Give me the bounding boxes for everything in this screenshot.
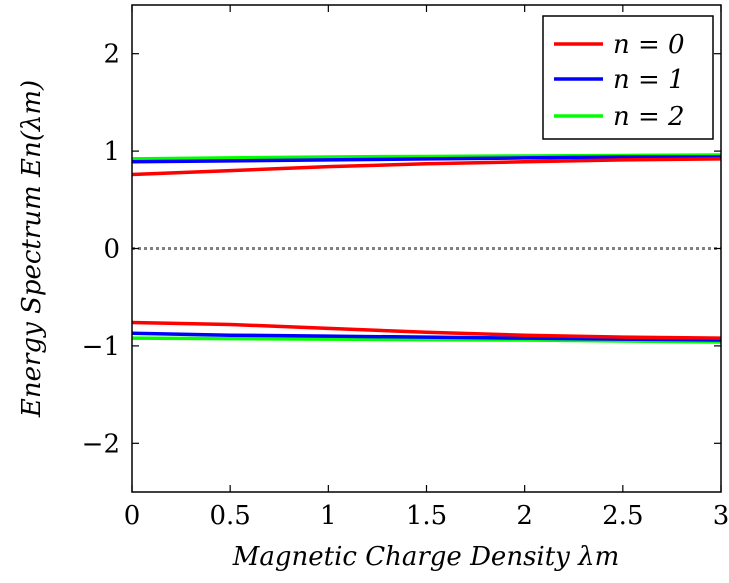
y-tick-label: 2 (103, 40, 120, 70)
legend: n = 0 n = 1 n = 2 (542, 15, 714, 140)
y-tick-label: 0 (103, 235, 120, 265)
y-tick-label: −2 (82, 429, 120, 459)
series-line-n1-positive (131, 155, 721, 164)
x-axis-title: Magnetic Charge Density λm (232, 542, 620, 572)
x-tick-label: 3 (713, 501, 729, 531)
legend-label-n2: n = 2 (613, 102, 685, 132)
x-tick-label: 0.5 (209, 501, 250, 531)
legend-label-n1: n = 1 (613, 65, 685, 95)
y-axis-title: Energy Spectrum En(λm) (17, 80, 47, 418)
series-line-n2-negative (131, 336, 722, 344)
y-tick-label: 1 (103, 137, 120, 167)
legend-label-n0: n = 0 (613, 30, 685, 60)
x-tick-label: 2 (516, 501, 533, 531)
plot-frame (131, 4, 722, 493)
series-line-n0-positive (131, 157, 722, 177)
ticks-layer: 0 0.5 1 1.5 2 2.5 3 −2 −1 0 1 2 (82, 5, 729, 531)
x-tick-label: 2.5 (602, 501, 643, 531)
x-tick-label: 1.5 (406, 501, 447, 531)
x-tick-label: 0 (124, 501, 141, 531)
y-tick-label: −1 (82, 332, 120, 362)
series-line-n1-negative (131, 331, 722, 342)
lines-layer (131, 153, 722, 344)
series-line-n0-negative (131, 320, 722, 340)
x-tick-label: 1 (320, 501, 337, 531)
